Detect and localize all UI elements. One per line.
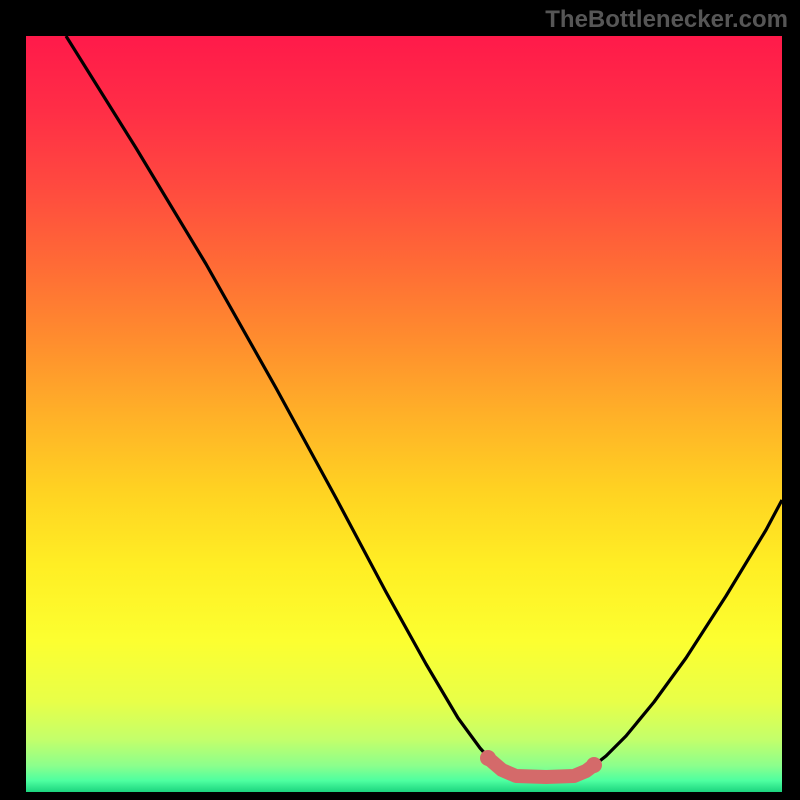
plot-svg xyxy=(26,36,782,792)
plot-area xyxy=(26,36,782,792)
optimal-range-end-marker xyxy=(586,757,602,773)
watermark-text: TheBottlenecker.com xyxy=(545,6,788,34)
gradient-background xyxy=(26,36,782,792)
optimal-range-start-marker xyxy=(480,750,496,766)
